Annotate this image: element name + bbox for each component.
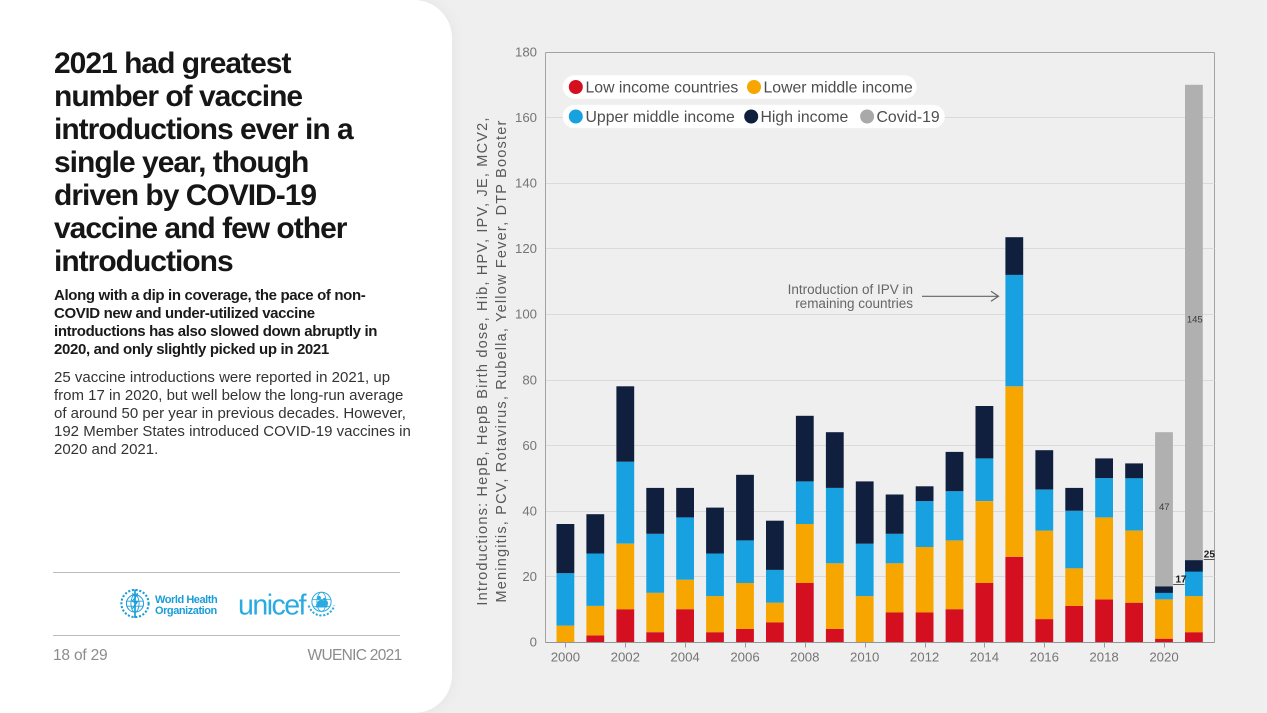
svg-text:High income: High income: [761, 109, 849, 126]
svg-text:2006: 2006: [730, 650, 759, 665]
svg-text:160: 160: [515, 110, 537, 125]
svg-text:2008: 2008: [790, 650, 819, 665]
svg-text:80: 80: [522, 372, 537, 387]
svg-text:Introduction of IPV in: Introduction of IPV in: [788, 282, 913, 297]
svg-text:140: 140: [515, 176, 537, 191]
svg-text:Covid-19: Covid-19: [877, 109, 940, 126]
svg-text:180: 180: [515, 45, 537, 60]
svg-text:2016: 2016: [1030, 650, 1059, 665]
svg-text:Organization: Organization: [155, 605, 218, 617]
svg-text:Meningitis, PCV, Rotavirus, Ru: Meningitis, PCV, Rotavirus, Rubella, Yel…: [494, 119, 510, 602]
svg-text:unicef: unicef: [238, 590, 307, 622]
svg-text:Low income countries: Low income countries: [586, 80, 739, 97]
svg-text:60: 60: [522, 438, 537, 453]
svg-text:145: 145: [1187, 314, 1203, 325]
svg-text:2014: 2014: [970, 650, 999, 665]
svg-text:World Health: World Health: [155, 594, 218, 606]
svg-text:Lower middle income: Lower middle income: [764, 80, 913, 97]
svg-text:2020: 2020: [1149, 650, 1178, 665]
svg-text:0: 0: [530, 635, 537, 650]
svg-text:remaining countries: remaining countries: [795, 296, 913, 311]
svg-text:2000: 2000: [551, 650, 580, 665]
svg-text:17: 17: [1176, 575, 1188, 586]
svg-text:Introductions: HepB, HepB Birt: Introductions: HepB, HepB Birth dose, Hi…: [475, 116, 491, 605]
svg-text:2018: 2018: [1089, 650, 1118, 665]
svg-text:47: 47: [1159, 502, 1170, 513]
svg-text:2012: 2012: [910, 650, 939, 665]
svg-text:100: 100: [515, 307, 537, 322]
svg-text:120: 120: [515, 241, 537, 256]
svg-text:25: 25: [1204, 550, 1216, 561]
svg-text:20: 20: [522, 569, 537, 584]
svg-text:40: 40: [522, 503, 537, 518]
svg-text:2004: 2004: [670, 650, 699, 665]
svg-text:2010: 2010: [850, 650, 879, 665]
svg-text:Upper middle income: Upper middle income: [586, 109, 735, 126]
svg-text:2002: 2002: [611, 650, 640, 665]
